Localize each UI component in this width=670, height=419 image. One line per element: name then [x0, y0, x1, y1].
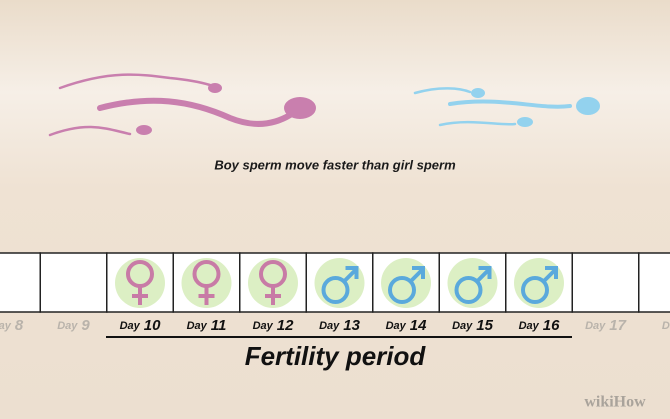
male-symbol [454, 266, 492, 304]
day-cell [571, 252, 640, 313]
symbol-arrowhead [545, 266, 558, 279]
day-label: Day 14 [386, 317, 428, 334]
day-label: Day 9 [57, 317, 90, 334]
day-label: Day 15 [452, 317, 494, 334]
day-word: Day [585, 320, 606, 332]
day-number: 8 [15, 317, 24, 334]
symbol-arrow [408, 268, 424, 284]
day-word: Day [386, 320, 407, 332]
day-label: Day 16 [519, 317, 561, 334]
female-symbol [192, 260, 221, 305]
day-label: Day 13 [319, 317, 361, 334]
male-symbol [388, 266, 425, 304]
day-label: Day [662, 320, 670, 332]
day-label: Day 11 [187, 317, 227, 334]
day-number: 11 [211, 317, 227, 334]
symbol-ring [388, 276, 416, 304]
caption: Boy sperm move faster than girl sperm [214, 157, 456, 172]
symbol-arrow [541, 268, 557, 284]
female-symbol [259, 260, 287, 305]
day-word: Day [452, 320, 473, 332]
day-word: Day [0, 320, 12, 332]
symbol-ring [454, 276, 483, 304]
day-label: Day 12 [253, 317, 295, 334]
day-word: Day [187, 320, 208, 332]
boy-sperm [413, 87, 600, 127]
girl-sperm [48, 73, 316, 137]
day-label: Day 17 [585, 317, 627, 334]
day-number: 13 [343, 317, 360, 334]
female-symbol [126, 260, 154, 305]
symbol-arrowhead [345, 266, 359, 279]
symbol-ring [521, 276, 549, 304]
day-cell [39, 252, 108, 313]
day-cell [638, 252, 670, 313]
day-number: 15 [476, 317, 493, 334]
symbol-arrow [475, 268, 490, 284]
day-label: Day 10 [120, 317, 162, 334]
day-cell [0, 252, 41, 313]
period-label: Fertility period [245, 341, 427, 371]
symbol-ring [321, 276, 350, 304]
calendar: Day8Day9Day10Day11Day12Day13Day14Day15Da… [0, 252, 670, 334]
day-number: 9 [81, 317, 90, 334]
day-number: 12 [277, 317, 294, 334]
day-number: 10 [144, 317, 161, 334]
day-word: Day [319, 320, 340, 332]
day-number: 16 [543, 317, 560, 334]
day-word: Day [662, 320, 670, 332]
day-word: Day [57, 320, 78, 332]
symbol-arrowhead [412, 266, 425, 279]
day-word: Day [519, 320, 540, 332]
male-symbol [321, 266, 359, 304]
symbol-arrow [342, 268, 357, 284]
day-number: 14 [410, 317, 427, 334]
day-word: Day [253, 320, 274, 332]
day-label: Day8 [0, 317, 24, 334]
day-word: Day [120, 320, 141, 332]
day-number: 17 [609, 317, 626, 334]
symbol-arrowhead [478, 266, 492, 279]
male-symbol [521, 266, 558, 304]
watermark: wikiHow [584, 394, 646, 411]
